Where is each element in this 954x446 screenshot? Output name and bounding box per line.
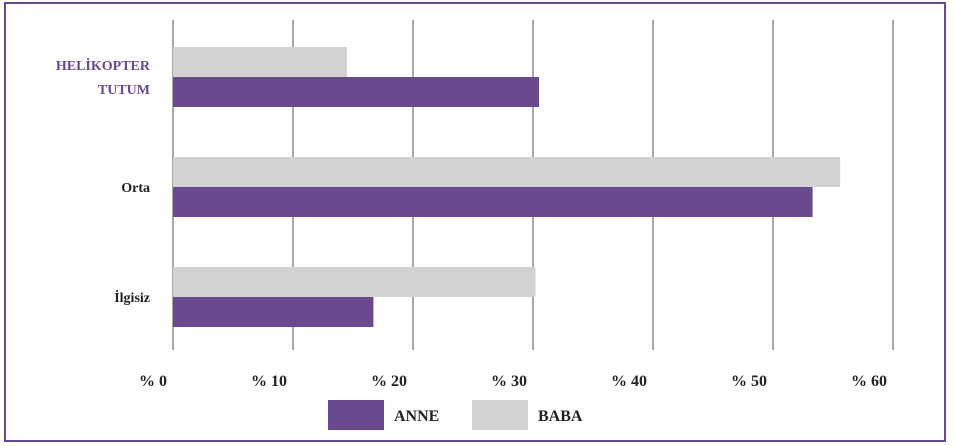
x-tick-label: % 60 <box>851 373 887 390</box>
category-label: TUTUM <box>98 83 150 98</box>
bar-anne-2 <box>173 297 374 327</box>
bar-baba-2 <box>173 267 536 297</box>
legend-swatch-anne <box>328 400 384 430</box>
x-tick-label: % 20 <box>371 373 407 390</box>
x-tick-label: % 10 <box>251 373 287 390</box>
x-tick-label: % 30 <box>491 373 527 390</box>
x-tick-label: % 0 <box>139 373 167 390</box>
bar-anne-1 <box>173 187 813 217</box>
legend-label-baba: BABA <box>538 408 583 425</box>
bar-anne-0 <box>173 77 539 107</box>
x-tick-label: % 50 <box>731 373 767 390</box>
category-label: İlgisiz <box>114 289 150 306</box>
category-label: Orta <box>121 181 150 196</box>
legend-swatch-baba <box>472 400 528 430</box>
legend-label-anne: ANNE <box>394 408 439 425</box>
bar-baba-0 <box>173 47 347 77</box>
chart-frame <box>4 2 946 442</box>
x-tick-label: % 40 <box>611 373 647 390</box>
bar-baba-1 <box>173 157 841 187</box>
category-label: HELİKOPTER <box>56 57 151 74</box>
